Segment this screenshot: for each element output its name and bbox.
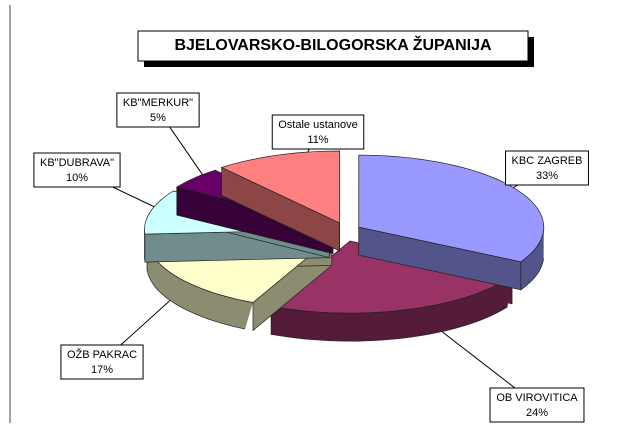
label-box	[116, 92, 200, 128]
slice	[220, 150, 340, 252]
slice-label: OŽB PAKRAC	[67, 348, 137, 361]
slice-label: Ostale ustanove	[278, 119, 358, 131]
slice	[358, 154, 545, 291]
label-box	[505, 150, 589, 186]
value-label: 10%	[66, 172, 88, 184]
label-box	[60, 344, 144, 380]
label-box	[33, 152, 121, 188]
value-label: 24%	[526, 407, 548, 419]
chart-title: BJELOVARSKO-BILOGORSKA ŽUPANIJA	[174, 35, 492, 54]
slice-label: KBC ZAGREB	[512, 155, 583, 167]
slice-label: KB"DUBRAVA"	[40, 157, 114, 169]
slice-top	[358, 154, 545, 263]
value-label: 11%	[307, 134, 328, 146]
slice-label: OB VIROVITICA	[496, 392, 578, 404]
value-label: 17%	[91, 364, 113, 376]
slice-label: KB"MERKUR"	[123, 97, 193, 109]
value-label: 5%	[150, 112, 166, 124]
slice-top	[220, 150, 340, 224]
value-label: 33%	[536, 170, 558, 182]
title-box	[137, 30, 529, 62]
label-box	[489, 387, 585, 423]
label-box	[271, 114, 365, 150]
